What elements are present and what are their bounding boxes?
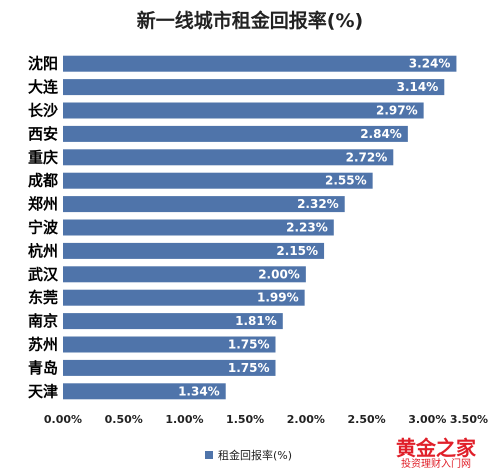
data-label: 1.34%	[178, 384, 220, 398]
bar	[63, 289, 305, 306]
bars-group	[63, 55, 457, 400]
category-label: 西安	[28, 125, 58, 143]
legend-label: 租金回报率(%)	[218, 448, 292, 462]
data-label: 2.72%	[346, 150, 388, 164]
x-tick-label: 0.00%	[44, 413, 82, 426]
category-label: 成都	[28, 172, 58, 190]
data-label: 2.23%	[286, 221, 328, 235]
x-tick-label: 3.50%	[450, 413, 488, 426]
watermark-main: 黄金之家	[396, 436, 476, 460]
bar	[63, 266, 306, 283]
category-label: 武汉	[28, 265, 59, 283]
bar	[63, 102, 424, 119]
bar	[63, 79, 445, 96]
category-label: 苏州	[28, 336, 58, 354]
watermark-sub: 投资理财入门网	[401, 459, 471, 470]
bar	[63, 313, 283, 330]
category-label: 重庆	[28, 148, 58, 166]
x-tick-label: 1.50%	[226, 413, 264, 426]
category-label: 长沙	[28, 102, 58, 120]
data-label: 2.55%	[325, 174, 367, 188]
category-label: 大连	[28, 78, 59, 96]
data-label: 2.00%	[258, 267, 300, 281]
bar	[63, 336, 276, 353]
bar	[63, 55, 457, 72]
legend: 租金回报率(%)	[205, 448, 292, 462]
x-tick-label: 2.50%	[347, 413, 385, 426]
category-label: 郑州	[28, 195, 58, 213]
category-label: 东莞	[28, 289, 58, 307]
x-tick-label: 3.00%	[408, 413, 446, 426]
category-label: 沈阳	[28, 55, 58, 73]
data-label: 1.75%	[228, 361, 270, 375]
bar	[63, 196, 345, 213]
data-label: 3.24%	[409, 57, 451, 71]
data-label: 1.81%	[235, 314, 277, 328]
data-label: 1.75%	[228, 338, 270, 352]
site-watermark-logo: 黄金之家 投资理财入门网	[380, 437, 492, 471]
bar	[63, 359, 276, 376]
legend-swatch	[205, 451, 213, 459]
data-label: 2.15%	[276, 244, 318, 258]
bar	[63, 242, 325, 259]
bar	[63, 172, 373, 189]
category-label: 南京	[28, 312, 58, 330]
data-labels: 3.24% 3.14% 2.97% 2.84% 2.72% 2.55% 2.32% 2.23%…	[178, 57, 450, 399]
chart-title: 新一线城市租金回报率(%)	[136, 10, 364, 32]
data-label: 2.84%	[360, 127, 402, 141]
data-label: 2.97%	[376, 104, 418, 118]
x-axis-ticks: 0.00% 0.50% 1.00% 1.50% 2.00% 2.50% 3.00% 3.50%	[44, 413, 488, 426]
category-label: 杭州	[28, 242, 58, 260]
x-tick-label: 1.00%	[165, 413, 203, 426]
x-tick-label: 0.50%	[105, 413, 143, 426]
x-tick-label: 2.00%	[287, 413, 325, 426]
bar	[63, 149, 394, 166]
data-label: 1.99%	[257, 291, 299, 305]
category-label: 天津	[28, 382, 58, 400]
bar	[63, 383, 226, 400]
category-label: 宁波	[28, 219, 59, 237]
bar	[63, 125, 408, 142]
bar	[63, 219, 334, 236]
data-label: 3.14%	[397, 80, 439, 94]
category-label: 青岛	[28, 359, 58, 377]
data-label: 2.32%	[297, 197, 339, 211]
